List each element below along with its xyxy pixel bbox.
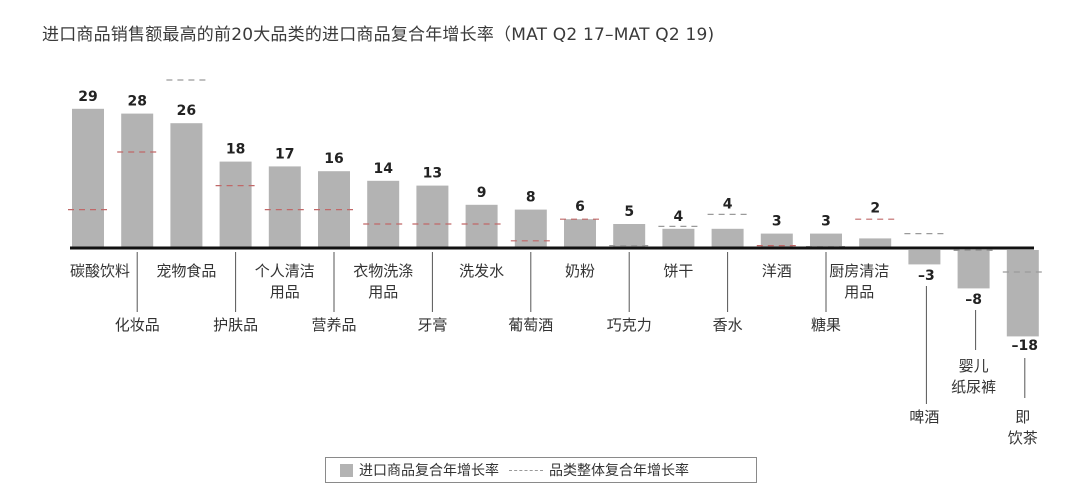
value-label: –18: [1012, 338, 1038, 354]
category-label: 用品: [270, 283, 300, 301]
bar: [416, 185, 449, 248]
category-label: 糖果: [811, 316, 841, 334]
chart-title: 进口商品销售额最高的前20大品类的进口商品复合年增长率（MAT Q2 17–MA…: [42, 25, 715, 45]
category-label: 衣物洗涤: [353, 262, 413, 280]
category-label: 洋酒: [762, 262, 792, 280]
bar: [465, 204, 498, 248]
bar: [367, 180, 400, 248]
value-label: 5: [624, 204, 634, 220]
category-label: 洗发水: [459, 262, 504, 280]
category-label: 即: [1015, 408, 1030, 426]
category-label: 啤酒: [909, 408, 939, 426]
category-label: 个人清洁: [255, 262, 315, 280]
bar-legend-swatch-icon: [340, 463, 353, 477]
bar: [613, 224, 646, 248]
value-label: 28: [127, 94, 146, 110]
value-label: 4: [723, 196, 733, 212]
category-label: 用品: [844, 283, 874, 301]
bar: [957, 250, 990, 289]
category-label: 护肤品: [213, 316, 258, 334]
bar: [908, 250, 941, 265]
category-label: 饮茶: [1008, 429, 1038, 447]
category-label: 碳酸饮料: [70, 262, 130, 280]
bar: [1006, 250, 1039, 337]
bar: [121, 113, 154, 248]
bar: [514, 209, 547, 248]
category-label: 婴儿: [959, 357, 989, 375]
dashed-line-legend-icon: [509, 469, 543, 471]
bar: [72, 108, 104, 248]
value-label: 8: [526, 190, 536, 206]
category-label: 巧克力: [607, 316, 652, 334]
value-label: 13: [423, 166, 442, 182]
bar: [662, 228, 695, 248]
value-label: –3: [918, 268, 935, 284]
category-label: 香水: [713, 316, 743, 334]
category-label: 用品: [368, 283, 398, 301]
value-label: 6: [575, 199, 585, 215]
legend-bar-label: 进口商品复合年增长率: [359, 463, 499, 479]
value-label: 26: [177, 103, 196, 119]
value-label: 14: [373, 161, 393, 177]
bar: [810, 233, 842, 248]
value-label: 4: [674, 209, 684, 225]
category-label: 纸尿裤: [951, 378, 996, 396]
bar: [711, 228, 744, 248]
value-label: –8: [965, 292, 982, 308]
category-label: 厨房清洁: [829, 262, 889, 280]
category-label: 化妆品: [115, 316, 160, 334]
bar: [564, 219, 596, 248]
bar: [268, 166, 301, 248]
value-label: 29: [78, 89, 97, 105]
category-label: 饼干: [663, 262, 693, 280]
value-label: 3: [772, 214, 782, 230]
category-label: 葡萄酒: [508, 316, 553, 334]
value-label: 2: [870, 200, 880, 216]
bar: [859, 238, 892, 248]
bar: [318, 171, 350, 248]
category-label: 牙膏: [417, 316, 447, 334]
value-label: 17: [275, 146, 294, 162]
value-label: 9: [477, 185, 487, 201]
value-label: 3: [821, 214, 831, 230]
bar: [170, 123, 203, 248]
bar: [219, 161, 252, 248]
category-label: 营养品: [311, 316, 356, 334]
bar: [760, 233, 793, 248]
category-label: 奶粉: [565, 262, 595, 280]
category-label: 宠物食品: [156, 262, 216, 280]
value-label: 18: [226, 142, 245, 158]
legend-line-label: 品类整体复合年增长率: [549, 463, 689, 479]
legend: 进口商品复合年增长率 品类整体复合年增长率: [325, 457, 757, 483]
value-label: 16: [324, 151, 343, 167]
